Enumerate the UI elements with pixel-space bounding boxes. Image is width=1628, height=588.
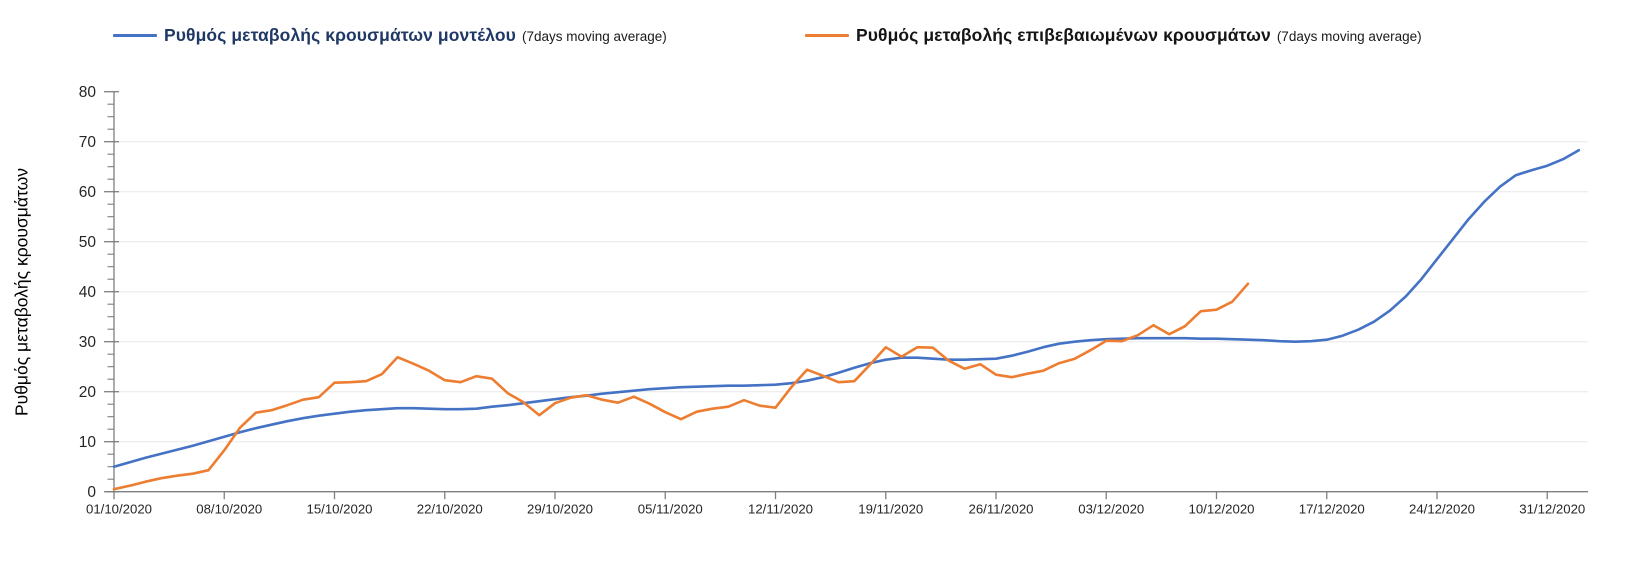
y-tick-label-10: 10 [79,434,97,451]
y-tick-label-50: 50 [79,234,97,251]
x-tick-label-1: 08/10/2020 [196,502,262,517]
x-tick-label-3: 22/10/2020 [417,502,483,517]
legend-line-swatch-orange [805,33,849,37]
legend-label-confirmed: Ρυθμός μεταβολής επιβεβαιωμένων κρουσμάτ… [856,24,1271,45]
x-tick-label-8: 26/11/2020 [968,502,1033,517]
y-tick-label-60: 60 [79,184,97,201]
x-tick-label-12: 24/12/2020 [1409,502,1475,517]
x-tick-label-2: 15/10/2020 [306,502,372,517]
y-tick-label-80: 80 [79,84,97,101]
legend-label-model: Ρυθμός μεταβολής κρουσμάτων μοντέλου [164,24,516,45]
x-tick-label-6: 12/11/2020 [748,502,813,517]
series-line-confirmed [112,282,1250,491]
legend-line-swatch-blue [113,33,157,37]
x-tick-label-4: 29/10/2020 [527,502,593,517]
legend-suffix-model: (7days moving average) [521,28,667,44]
x-tick-label-13: 31/12/2020 [1519,502,1585,517]
x-tick-label-9: 03/12/2020 [1078,502,1144,517]
y-tick-label-20: 20 [79,384,97,401]
y-tick-label-0: 0 [87,484,96,501]
y-tick-label-30: 30 [79,334,97,351]
x-tick-label-0: 01/10/2020 [86,502,152,517]
x-tick-label-5: 05/11/2020 [638,502,703,517]
chart-legend: Ρυθμός μεταβολής κρουσμάτων μοντέλου (7d… [0,20,1628,50]
series-line-model [112,148,1581,469]
legend-suffix-confirmed: (7days moving average) [1276,28,1422,44]
legend-item-confirmed: Ρυθμός μεταβολής επιβεβαιωμένων κρουσμάτ… [805,20,1422,50]
legend-item-model: Ρυθμός μεταβολής κρουσμάτων μοντέλου (7d… [113,20,667,50]
y-tick-label-70: 70 [79,134,97,151]
x-tick-label-11: 17/12/2020 [1299,502,1365,517]
y-tick-label-40: 40 [79,284,97,301]
x-tick-label-10: 10/12/2020 [1188,502,1254,517]
x-tick-label-7: 19/11/2020 [858,502,923,517]
